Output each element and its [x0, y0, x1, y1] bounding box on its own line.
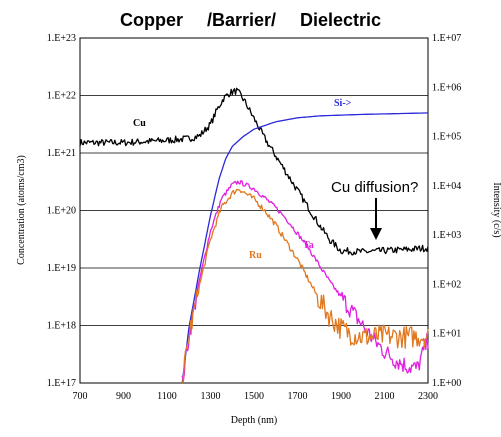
- y-axis-right-title: Intensity (c/s): [491, 182, 501, 237]
- x-tick-label: 1100: [157, 391, 177, 402]
- y-left-tick-label: 1.E+19: [47, 263, 76, 274]
- y-left-tick-label: 1.E+20: [47, 206, 76, 217]
- tick-labels: 1.E+17 1.E+18 1.E+19 1.E+20 1.E+21 1.E+22 1.E+…: [47, 33, 462, 402]
- series-line-si: [181, 112, 428, 384]
- x-tick-label: 1900: [331, 391, 351, 402]
- x-tick-label: 700: [73, 391, 88, 402]
- series-label-ru: Ru: [249, 250, 262, 261]
- y-left-tick-label: 1.E+21: [47, 148, 76, 159]
- chart-title-barrier: /Barrier/: [207, 10, 276, 30]
- x-tick-label: 1700: [288, 391, 308, 402]
- series-line-ru: [181, 188, 429, 384]
- y-right-tick-label: 1.E+02: [432, 279, 461, 290]
- y-right-tick-label: 1.E+03: [432, 230, 461, 241]
- x-tick-label: 1300: [201, 391, 221, 402]
- plot-frame: [79, 37, 429, 384]
- grid-lines: [80, 95, 428, 326]
- series-lines: [79, 87, 429, 384]
- cu-diffusion-annotation: Cu diffusion?: [331, 179, 418, 196]
- series-label-si: Si->: [334, 98, 352, 109]
- y-left-tick-label: 1.E+23: [47, 33, 76, 44]
- y-right-tick-label: 1.E+00: [432, 378, 461, 389]
- y-left-tick-label: 1.E+18: [47, 321, 76, 332]
- series-line-ta: [181, 179, 429, 383]
- x-tick-label: 900: [116, 391, 131, 402]
- series-label-ta: Ta: [303, 240, 314, 251]
- x-tick-label: 2100: [375, 391, 395, 402]
- y-right-tick-label: 1.E+07: [432, 33, 461, 44]
- y-right-tick-label: 1.E+06: [432, 82, 461, 93]
- chart-title-copper: Copper: [120, 10, 183, 30]
- series-label-cu: Cu: [133, 118, 146, 129]
- y-right-tick-label: 1.E+01: [432, 329, 461, 340]
- chart-title-dielectric: Dielectric: [300, 10, 381, 30]
- y-axis-left-title: Concentration (atoms/cm3): [16, 155, 27, 265]
- series-line-cu: [79, 87, 429, 256]
- y-left-tick-label: 1.E+22: [47, 91, 76, 102]
- y-right-tick-label: 1.E+05: [432, 132, 461, 143]
- x-axis-title: Depth (nm): [231, 415, 277, 426]
- y-right-tick-label: 1.E+04: [432, 181, 461, 192]
- x-tick-label: 1500: [244, 391, 264, 402]
- x-tick-label: 2300: [418, 391, 438, 402]
- annotation-arrow-icon: [370, 198, 382, 240]
- y-left-tick-label: 1.E+17: [47, 378, 76, 389]
